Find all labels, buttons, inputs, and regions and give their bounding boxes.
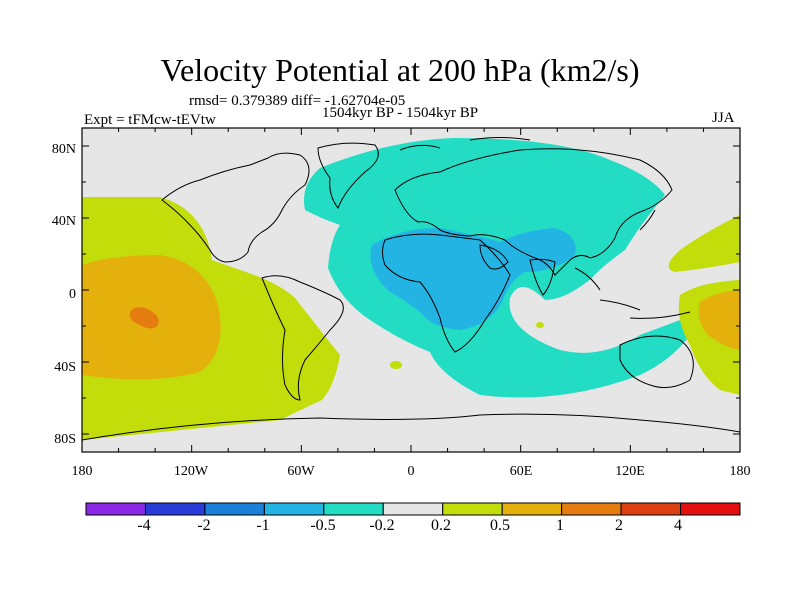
- region-pacific-center: [129, 307, 159, 329]
- axis-ticks: [81, 128, 741, 452]
- colorbar-label: 4: [674, 517, 682, 534]
- y-tick-label: 0: [69, 287, 76, 302]
- x-tick-label: 120E: [615, 464, 645, 479]
- colorbar-label: -4: [137, 517, 151, 534]
- x-tick-label: 180: [729, 464, 751, 479]
- colorbar-swatch: [501, 502, 563, 516]
- x-tick-label: 120W: [173, 464, 209, 479]
- colorbar-label: 1: [556, 517, 564, 534]
- experiment-label: Expt = tFMcw-tEVtw: [84, 112, 216, 128]
- colorbar-swatch: [620, 502, 682, 516]
- region-west-pacific-05-1: [698, 290, 740, 350]
- colorbar-swatch: [680, 502, 741, 516]
- stats-line: rmsd= 0.379389 diff= -1.62704e-05: [189, 93, 406, 109]
- x-tick-label: 180: [71, 464, 93, 479]
- colorbar-swatch: [323, 502, 384, 516]
- colorbar-label: 0.2: [431, 517, 451, 534]
- colorbar-swatch: [204, 502, 265, 516]
- x-tick-label: 0: [407, 464, 415, 479]
- colorbar-swatch: [382, 502, 444, 516]
- map-title: Velocity Potential at 200 hPa (km2/s): [160, 52, 640, 88]
- colorbar-label: 2: [615, 517, 623, 534]
- y-tick-label: 40N: [51, 214, 76, 229]
- season-label: JJA: [712, 110, 735, 126]
- y-tick-label: 80S: [54, 432, 76, 447]
- colorbar-label: -2: [197, 517, 211, 534]
- x-tick-label: 60E: [509, 464, 533, 479]
- colorbar-label: -0.2: [369, 517, 395, 534]
- colorbar-swatch: [442, 502, 503, 516]
- spot-south-atlantic: [390, 361, 402, 369]
- region-west-pacific-positive: [668, 215, 740, 272]
- spot-indian-ocean: [536, 322, 544, 328]
- period-label: 1504kyr BP - 1504kyr BP: [322, 105, 479, 121]
- y-tick-label: 80N: [51, 142, 76, 157]
- colorbar-swatch: [263, 502, 325, 516]
- coastlines: [82, 137, 740, 441]
- colorbar: [85, 502, 741, 516]
- colorbar-swatch: [85, 502, 146, 516]
- colorbar-swatch: [561, 502, 622, 516]
- colorbar-label: -0.5: [310, 517, 336, 534]
- y-tick-label: 40S: [54, 360, 76, 375]
- colorbar-label: 0.5: [490, 517, 510, 534]
- x-tick-label: 60W: [287, 464, 315, 479]
- colorbar-label: -1: [256, 517, 270, 534]
- colorbar-swatch: [144, 502, 206, 516]
